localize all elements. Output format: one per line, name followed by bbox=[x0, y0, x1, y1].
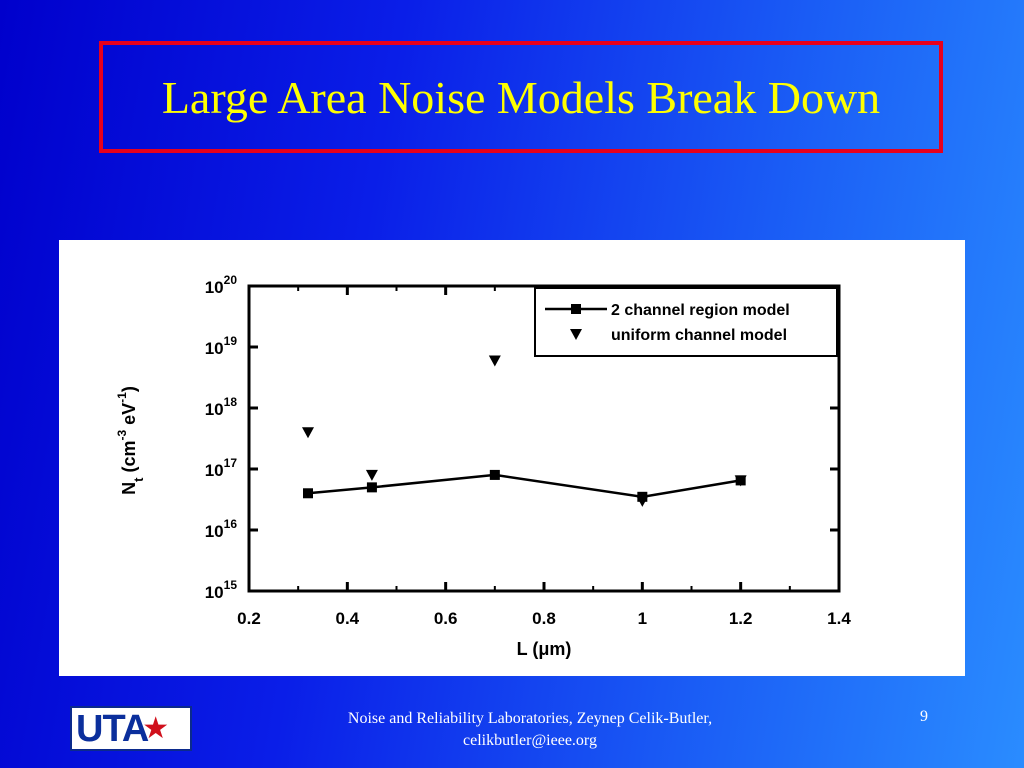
uta-logo: UTA ★ bbox=[70, 706, 192, 751]
y-tick-base: 10 bbox=[205, 461, 224, 480]
chart-ticks: 0.2 0.4 0.6 0.8 1 1.2 1.4101510161017101810191… bbox=[205, 273, 852, 628]
y-label-sup2: -1 bbox=[115, 392, 129, 403]
x-tick-label: 0.2 bbox=[237, 609, 261, 628]
square-marker bbox=[571, 304, 581, 314]
y-tick-exponent: 20 bbox=[224, 273, 238, 287]
star-icon: ★ bbox=[142, 711, 170, 745]
y-label-sup1: -3 bbox=[115, 430, 129, 441]
footer-line1: Noise and Reliability Laboratories, Zeyn… bbox=[347, 710, 713, 727]
legend-item: 2 channel region model bbox=[545, 302, 790, 319]
data-point bbox=[489, 469, 500, 480]
y-tick-label: 1018 bbox=[205, 395, 238, 419]
data-point bbox=[302, 427, 314, 439]
x-tick-label: 1.2 bbox=[729, 609, 753, 628]
y-label-close: ) bbox=[119, 386, 139, 392]
data-point bbox=[365, 469, 378, 481]
chart-panel: 0.2 0.4 0.6 0.8 1 1.2 1.4 1015 1016 1017 1018 1019 1… bbox=[59, 240, 965, 676]
legend-item: uniform channel model bbox=[570, 327, 787, 344]
slide-title-box: Large Area Noise Models Break Down bbox=[99, 41, 943, 153]
x-tick-label: 1 bbox=[638, 609, 647, 628]
data-point bbox=[488, 355, 501, 367]
y-tick-label: 1017 bbox=[205, 456, 238, 480]
y-tick-base: 10 bbox=[205, 583, 224, 602]
y-tick-exponent: 15 bbox=[224, 578, 238, 592]
chart-legend: 2 channel region model uniform channel mo… bbox=[534, 287, 838, 357]
y-tick-base: 10 bbox=[205, 522, 224, 541]
slide-number: 9 bbox=[920, 708, 928, 725]
data-point bbox=[366, 482, 377, 493]
x-tick-label: 0.6 bbox=[434, 609, 458, 628]
footer-line2: celikbutler@ieee.org bbox=[463, 732, 597, 749]
footer-credit: Noise and Reliability Laboratories, Zeyn… bbox=[280, 708, 780, 752]
y-label-mid: eV bbox=[119, 403, 139, 430]
chart-series bbox=[302, 355, 747, 507]
y-tick-exponent: 18 bbox=[224, 395, 238, 409]
legend-label: 2 channel region model bbox=[611, 302, 790, 319]
y-tick-exponent: 16 bbox=[224, 517, 238, 531]
y-tick-exponent: 19 bbox=[224, 334, 238, 348]
data-point bbox=[734, 475, 747, 487]
legend-box bbox=[534, 287, 838, 357]
y-label-t: t bbox=[131, 477, 146, 482]
logo-text: UTA bbox=[76, 707, 149, 750]
y-label-N: N bbox=[119, 482, 139, 495]
y-axis-label: Nt (cm-3 eV-1) bbox=[115, 386, 146, 495]
y-tick-label: 1019 bbox=[205, 334, 238, 358]
y-label-open: (cm bbox=[119, 441, 139, 478]
y-tick-exponent: 17 bbox=[224, 456, 238, 470]
chart-labels: L (μm) Nt (cm-3 eV-1) bbox=[115, 386, 571, 659]
y-tick-label: 1020 bbox=[205, 273, 238, 297]
slide-title: Large Area Noise Models Break Down bbox=[161, 71, 881, 123]
y-tick-label: 1016 bbox=[205, 517, 238, 541]
y-tick-base: 10 bbox=[205, 278, 224, 297]
x-tick-label: 0.8 bbox=[532, 609, 556, 628]
series-uniform-channel-model bbox=[302, 355, 747, 507]
x-axis-label: L (μm) bbox=[517, 639, 572, 659]
y-tick-label: 1015 bbox=[205, 578, 238, 602]
y-tick-base: 10 bbox=[205, 339, 224, 358]
data-point bbox=[636, 495, 649, 507]
chart: 0.2 0.4 0.6 0.8 1 1.2 1.4101510161017101810191… bbox=[115, 273, 852, 659]
triangle-down-marker bbox=[570, 329, 582, 340]
legend-label: uniform channel model bbox=[611, 327, 787, 344]
x-tick-label: 1.4 bbox=[827, 609, 851, 628]
y-tick-base: 10 bbox=[205, 400, 224, 419]
data-point bbox=[303, 488, 313, 499]
x-tick-label: 0.4 bbox=[336, 609, 360, 628]
